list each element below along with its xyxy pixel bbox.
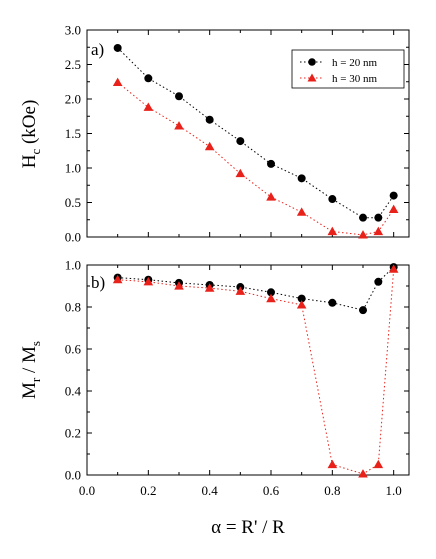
panel-a-letter: a) [91, 40, 104, 59]
panel-a-ytick-label-1: 0.5 [65, 195, 81, 210]
panel-b-series-1-point-0 [112, 274, 123, 284]
legend: h = 20 nm h = 30 nm [291, 49, 405, 89]
panel-b-series-0-point-8 [359, 306, 367, 315]
x-axis-title: α = R' / R [211, 517, 285, 538]
panel-a-ytick-label-2: 1.0 [65, 161, 81, 176]
panel-a-series-0-point-9 [374, 213, 383, 222]
panel-b-xtick-label-0: 0.0 [79, 483, 95, 498]
panel-b-series-1-point-7 [327, 459, 338, 469]
panel-a-series-1-point-6 [296, 207, 307, 216]
legend-marker-h30 [307, 73, 317, 82]
panel-a-series-0-point-0 [113, 43, 122, 52]
panel-b-series-1-point-9 [373, 459, 384, 469]
panel-b-series-1-point-10 [388, 264, 399, 273]
panel-a: a) Hc (kOe) 0.0 0.5 1.0 1.5 2.0 2.5 3.0 h = 20… [19, 23, 410, 245]
panel-b-series-1-point-4 [235, 286, 246, 295]
panel-a-series-0-point-10 [389, 191, 398, 200]
legend-label-h20: h = 20 nm [332, 57, 377, 69]
panel-a-series-1-point-4 [235, 168, 246, 178]
panel-b-series-1-point-6 [296, 300, 307, 309]
panel-a-ytick-label-4: 2.0 [65, 92, 81, 107]
panel-b-series-1-point-5 [266, 293, 276, 303]
panel-b: b) Mr / Ms 0.0 0.2 0.4 0.6 0.8 1.0 0.0 0.2 0.4 0.… [19, 258, 410, 538]
panel-a-ytick-label-3: 1.5 [65, 126, 81, 141]
legend-label-h30: h = 30 nm [332, 73, 377, 85]
panel-b-ytick-label-0: 0.0 [65, 468, 81, 483]
panel-a-series-1-point-2 [174, 121, 184, 130]
panel-a-ylabel: Hc (kOe) [19, 100, 43, 169]
panel-a-series-0-point-1 [144, 74, 153, 83]
panel-a-series-1-point-7 [327, 226, 338, 236]
panel-a-series-1-point-1 [143, 102, 154, 111]
panel-b-xtick-label-1: 0.2 [140, 483, 156, 498]
panel-a-series-0-point-2 [175, 92, 183, 101]
panel-b-series-0-point-9 [374, 277, 383, 286]
panel-b-xtick-label-5: 1.0 [386, 483, 402, 498]
panel-b-letter: b) [91, 273, 105, 292]
legend-box [291, 49, 405, 89]
panel-a-series-1-point-5 [266, 192, 276, 201]
panel-b-series-1-point-8 [358, 469, 368, 478]
panel-b-ytick-label-3: 0.6 [65, 342, 82, 357]
panel-b-xtick-label-3: 0.6 [263, 483, 280, 498]
panel-b-series-1-point-2 [174, 281, 184, 290]
panel-b-ytick-label-2: 0.4 [65, 384, 82, 399]
panel-a-series-0-point-5 [267, 159, 275, 168]
panel-b-ylabel: Mr / Ms [19, 341, 43, 399]
panel-b-ytick-label-5: 1.0 [65, 258, 81, 273]
panel-a-ytick-label-6: 3.0 [65, 23, 81, 38]
panel-a-ytick-label-0: 0.0 [65, 230, 81, 245]
panel-b-series-0-point-6 [297, 294, 306, 303]
panel-b-xtick-label-4: 0.8 [324, 483, 340, 498]
panel-a-series-1-point-3 [204, 141, 215, 151]
panel-a-series-0-point-8 [359, 213, 367, 222]
panel-a-series-1-point-10 [388, 204, 399, 213]
panel-a-series-0-point-3 [205, 115, 214, 124]
panel-b-xtick-label-2: 0.4 [202, 483, 219, 498]
panel-b-ytick-label-4: 0.8 [65, 300, 81, 315]
panel-a-series-0-point-7 [328, 195, 337, 204]
panel-b-series-1-point-3 [204, 283, 215, 292]
legend-marker-h20 [308, 58, 316, 66]
panel-a-series-0-point-6 [297, 174, 306, 183]
panel-b-series-0-point-7 [328, 298, 337, 307]
panel-a-series-1-point-0 [112, 77, 123, 87]
panel-b-series-0-point-5 [267, 288, 275, 297]
panel-a-ytick-label-5: 2.5 [65, 57, 81, 72]
panel-a-series-1-point-8 [358, 230, 368, 239]
panel-b-ytick-label-1: 0.2 [65, 426, 81, 441]
panel-a-series-1-point-9 [373, 226, 384, 236]
panel-b-series-1-point-1 [143, 277, 154, 286]
panel-a-series-0-point-4 [236, 137, 245, 146]
